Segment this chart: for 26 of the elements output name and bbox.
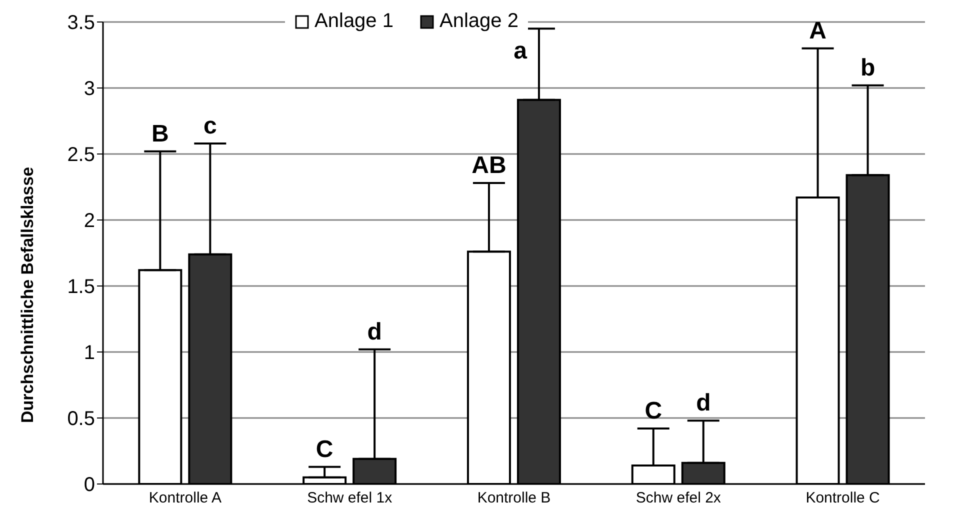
x-tick-label: Schw efel 1x: [307, 490, 393, 507]
x-tick-label: Kontrolle B: [477, 490, 551, 507]
y-tick-label: 0: [84, 474, 95, 496]
y-axis-title: Durchschnittliche Befallsklasse: [18, 166, 38, 423]
annotation: B: [152, 120, 169, 148]
annotation: C: [644, 398, 662, 425]
x-tick-label: Kontrolle A: [148, 490, 222, 507]
annotation: AB: [472, 152, 506, 180]
y-tick-label: 3.5: [67, 12, 95, 34]
x-tick-label: Schw efel 2x: [636, 490, 722, 507]
legend-label: Anlage 2: [438, 10, 518, 33]
x-tick-label: Kontrolle C: [806, 490, 880, 507]
annotation: c: [204, 112, 217, 140]
annotation: b: [860, 54, 876, 82]
y-tick-label: 2: [84, 210, 95, 232]
annotation: C: [316, 436, 334, 463]
y-tick-label: 2.5: [67, 144, 95, 166]
y-tick-label: 1: [84, 342, 95, 364]
annotation: d: [367, 318, 382, 346]
y-tick-label: 3: [84, 78, 95, 100]
y-tick-label: 1.5: [67, 276, 95, 298]
annotation: d: [696, 390, 711, 417]
annotation: A: [809, 17, 826, 44]
annotation: a: [514, 38, 528, 65]
y-tick-label: 0.5: [67, 408, 95, 430]
legend-label: Anlage 1: [314, 10, 394, 33]
